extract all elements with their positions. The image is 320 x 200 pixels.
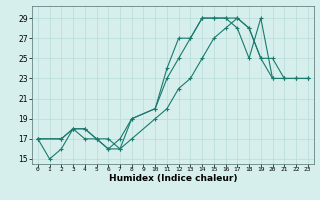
X-axis label: Humidex (Indice chaleur): Humidex (Indice chaleur) xyxy=(108,174,237,183)
